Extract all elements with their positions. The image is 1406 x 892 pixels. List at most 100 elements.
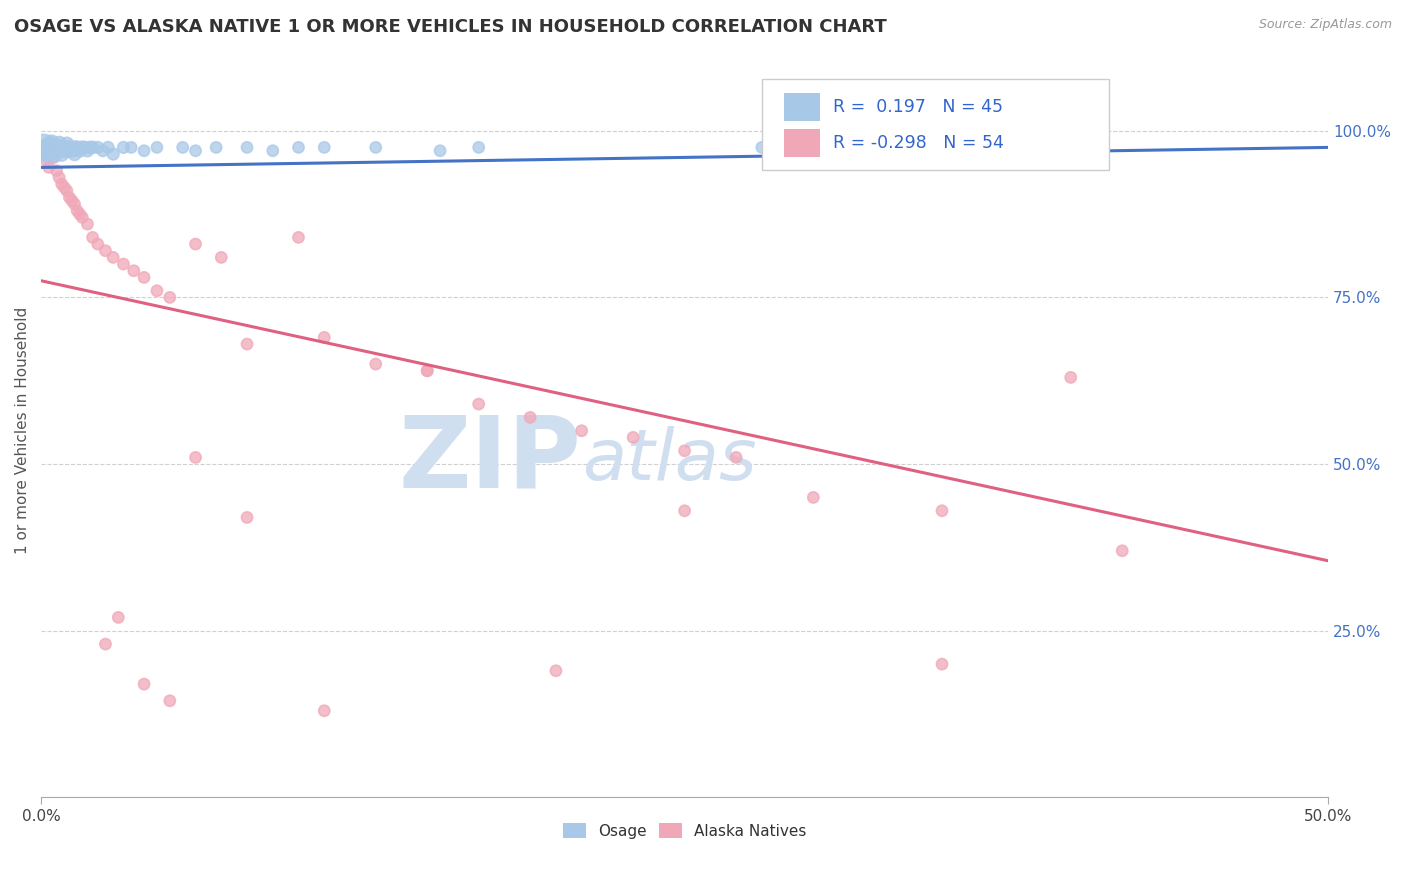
Point — [69, 144, 91, 158]
Point — [76, 144, 98, 158]
Point — [287, 230, 309, 244]
Point — [314, 704, 336, 718]
Point — [132, 677, 155, 691]
Point — [112, 140, 135, 154]
Point — [48, 144, 70, 158]
Legend: Osage, Alaska Natives: Osage, Alaska Natives — [557, 816, 813, 845]
Point — [103, 147, 125, 161]
Point — [82, 140, 104, 154]
Text: atlas: atlas — [582, 425, 756, 494]
Point — [58, 140, 80, 154]
Point — [38, 161, 60, 175]
Point — [48, 137, 70, 152]
Point — [1111, 543, 1133, 558]
Point — [51, 140, 73, 154]
Point — [35, 144, 58, 158]
Point — [751, 140, 773, 154]
Point — [120, 140, 142, 154]
Point — [112, 257, 135, 271]
Point — [571, 424, 593, 438]
Point — [122, 264, 145, 278]
Point — [73, 140, 96, 154]
Point — [79, 140, 101, 154]
Point — [53, 140, 76, 154]
Point — [76, 217, 98, 231]
Text: Source: ZipAtlas.com: Source: ZipAtlas.com — [1258, 18, 1392, 31]
Point — [236, 337, 259, 351]
Text: R = -0.298   N = 54: R = -0.298 N = 54 — [832, 135, 1004, 153]
Point — [314, 330, 336, 344]
Point — [467, 397, 489, 411]
Point — [91, 144, 114, 158]
Point — [429, 144, 451, 158]
Point — [87, 237, 110, 252]
Point — [42, 150, 65, 164]
Point — [87, 140, 110, 154]
Point — [184, 144, 207, 158]
Point — [544, 664, 567, 678]
Point — [97, 140, 120, 154]
Point — [931, 504, 953, 518]
Point — [58, 190, 80, 204]
Point — [519, 410, 541, 425]
Point — [63, 147, 86, 161]
Point — [159, 694, 181, 708]
Point — [60, 144, 83, 158]
Point — [45, 163, 67, 178]
Point — [364, 140, 387, 154]
Point — [94, 637, 117, 651]
Point — [146, 284, 169, 298]
Point — [132, 270, 155, 285]
Point — [51, 177, 73, 191]
Point — [467, 140, 489, 154]
FancyBboxPatch shape — [783, 129, 820, 157]
FancyBboxPatch shape — [762, 78, 1109, 170]
Point — [38, 140, 60, 154]
Point — [32, 147, 55, 161]
Point — [42, 147, 65, 161]
Text: ZIP: ZIP — [399, 411, 582, 508]
Point — [56, 137, 79, 152]
Text: R =  0.197   N = 45: R = 0.197 N = 45 — [832, 97, 1002, 116]
Point — [32, 140, 55, 154]
Point — [262, 144, 284, 158]
Point — [132, 144, 155, 158]
Point — [41, 144, 63, 158]
Point — [983, 144, 1005, 158]
Point — [159, 290, 181, 304]
Point — [146, 140, 169, 154]
Point — [236, 140, 259, 154]
Point — [205, 140, 228, 154]
Point — [66, 203, 89, 218]
Point — [801, 491, 824, 505]
Point — [53, 180, 76, 194]
Point — [63, 197, 86, 211]
Point — [56, 144, 79, 158]
Point — [63, 140, 86, 154]
Point — [209, 251, 232, 265]
Point — [1060, 370, 1083, 384]
Point — [236, 510, 259, 524]
Text: OSAGE VS ALASKA NATIVE 1 OR MORE VEHICLES IN HOUSEHOLD CORRELATION CHART: OSAGE VS ALASKA NATIVE 1 OR MORE VEHICLE… — [14, 18, 887, 36]
Point — [673, 443, 696, 458]
Point — [42, 140, 65, 154]
Point — [51, 147, 73, 161]
Point — [314, 140, 336, 154]
Point — [56, 184, 79, 198]
Point — [72, 211, 94, 225]
Point — [416, 364, 439, 378]
Point — [621, 430, 644, 444]
Point — [184, 450, 207, 465]
Point — [172, 140, 194, 154]
Point — [103, 251, 125, 265]
Y-axis label: 1 or more Vehicles in Household: 1 or more Vehicles in Household — [15, 307, 30, 554]
Point — [41, 137, 63, 152]
Point — [184, 237, 207, 252]
Point — [60, 194, 83, 208]
Point — [69, 207, 91, 221]
FancyBboxPatch shape — [783, 93, 820, 120]
Point — [66, 140, 89, 154]
Point — [45, 140, 67, 154]
Point — [82, 230, 104, 244]
Point — [107, 610, 129, 624]
